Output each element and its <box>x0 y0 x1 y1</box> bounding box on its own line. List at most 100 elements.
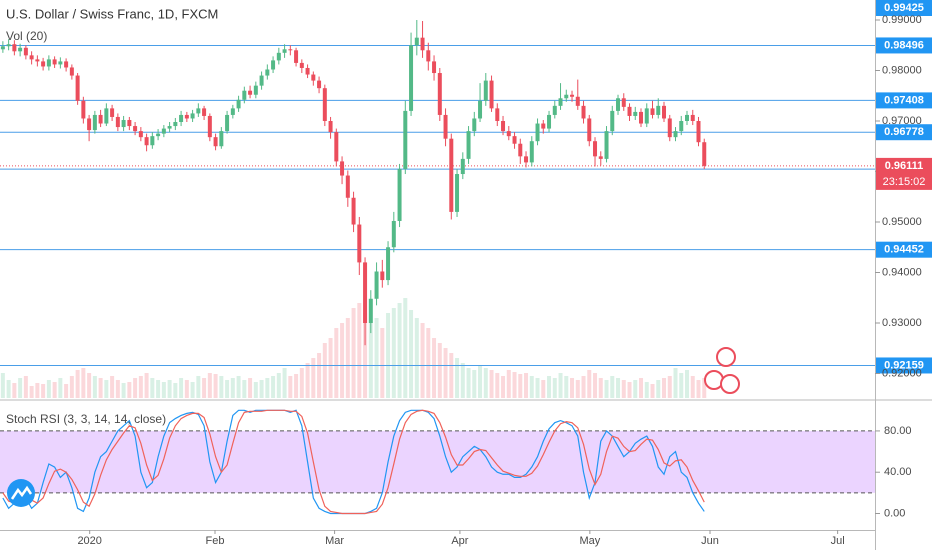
volume-bar <box>466 368 471 398</box>
volume-bar <box>92 376 97 398</box>
last-price-box <box>876 157 932 190</box>
candle-body <box>0 46 5 50</box>
candle-body <box>294 50 299 63</box>
candle-body <box>650 108 655 115</box>
candle-body <box>386 247 391 281</box>
volume-bar <box>340 323 345 398</box>
volume-bar <box>202 378 207 398</box>
candle-body <box>506 131 511 137</box>
volume-bar <box>115 380 120 398</box>
x-tick-label: Apr <box>451 535 468 547</box>
candle-body <box>518 143 523 157</box>
x-tick-label: May <box>579 535 600 547</box>
candle-body <box>92 114 97 131</box>
volume-bar <box>127 382 132 398</box>
candle-body <box>535 123 540 142</box>
volume-bar <box>110 376 115 398</box>
candle-body <box>253 85 258 95</box>
volume-bar <box>75 370 80 398</box>
volume-bar <box>271 376 276 398</box>
event-flag[interactable] <box>716 347 736 367</box>
candle-body <box>472 118 477 132</box>
candle-body <box>397 168 402 221</box>
volume-bar <box>35 383 40 398</box>
volume-bar <box>351 308 356 398</box>
volume-bar <box>133 378 138 398</box>
volume-bar <box>621 380 626 398</box>
candle-body <box>685 114 690 122</box>
candle-body <box>391 220 396 248</box>
candle-body <box>466 131 471 159</box>
candle-body <box>242 90 247 100</box>
candle-body <box>196 108 201 114</box>
y-tick-label: 0.93000 <box>882 317 922 329</box>
candle-body <box>489 80 494 109</box>
volume-bar <box>207 373 212 398</box>
candle-body <box>322 88 327 122</box>
volume-bar <box>506 370 511 398</box>
candle-body <box>696 121 701 143</box>
volume-bar <box>248 378 253 398</box>
candle-body <box>23 47 28 56</box>
candle-body <box>110 108 115 117</box>
volume-bar <box>460 363 465 398</box>
candle-body <box>351 197 356 225</box>
indicator-band <box>0 430 875 493</box>
candle-body <box>644 108 649 124</box>
volume-bar <box>667 376 672 398</box>
volume-bar <box>104 380 109 398</box>
candle-body <box>541 123 546 129</box>
volume-bar <box>575 380 580 398</box>
volume-bar <box>276 373 281 398</box>
candle-body <box>98 114 103 124</box>
volume-bar <box>570 378 575 398</box>
candle-body <box>190 113 195 119</box>
candle-body <box>18 47 23 52</box>
countdown: 23:15:02 <box>883 176 926 188</box>
volume-bar <box>644 382 649 398</box>
candle-body <box>414 37 419 46</box>
y-tick-label: 0.95000 <box>882 216 922 228</box>
volume-bar <box>414 318 419 398</box>
volume-bar <box>305 363 310 398</box>
candle-body <box>133 126 138 132</box>
volume-bar <box>679 373 684 398</box>
event-flag[interactable] <box>720 374 740 394</box>
volume-bar <box>501 376 506 398</box>
volume-bar <box>391 308 396 398</box>
level-label-box <box>876 357 932 374</box>
candle-body <box>276 52 281 61</box>
candle-body <box>529 141 534 163</box>
volume-bar <box>173 383 178 398</box>
candle-body <box>593 141 598 157</box>
candle-body <box>616 98 621 111</box>
y2-tick-label: 0.00 <box>884 507 905 519</box>
volume-bar <box>558 373 563 398</box>
volume-bar <box>535 378 540 398</box>
candle-layer <box>0 19 707 346</box>
candle-body <box>564 94 569 99</box>
volume-bar <box>696 380 701 398</box>
volume-bar <box>23 376 28 398</box>
candle-body <box>420 37 425 51</box>
volume-bar <box>455 358 460 398</box>
volume-bar <box>328 338 333 398</box>
volume-bar <box>138 376 143 398</box>
chart-title: U.S. Dollar / Swiss Franc, 1D, FXCM <box>6 6 218 21</box>
volume-bar <box>282 368 287 398</box>
volume-bar <box>593 373 598 398</box>
candle-body <box>58 61 63 65</box>
candle-body <box>328 121 333 133</box>
volume-bar <box>598 378 603 398</box>
logo[interactable] <box>7 479 35 507</box>
volume-bar <box>213 374 218 398</box>
candle-body <box>115 116 120 128</box>
volume-bar <box>41 384 46 398</box>
candle-body <box>161 128 166 134</box>
level-label: 0.98496 <box>884 39 924 51</box>
volume-bar <box>81 368 86 398</box>
candle-body <box>69 67 74 76</box>
volume-bar <box>449 353 454 398</box>
candle-body <box>265 69 270 76</box>
volume-bar <box>190 382 195 398</box>
